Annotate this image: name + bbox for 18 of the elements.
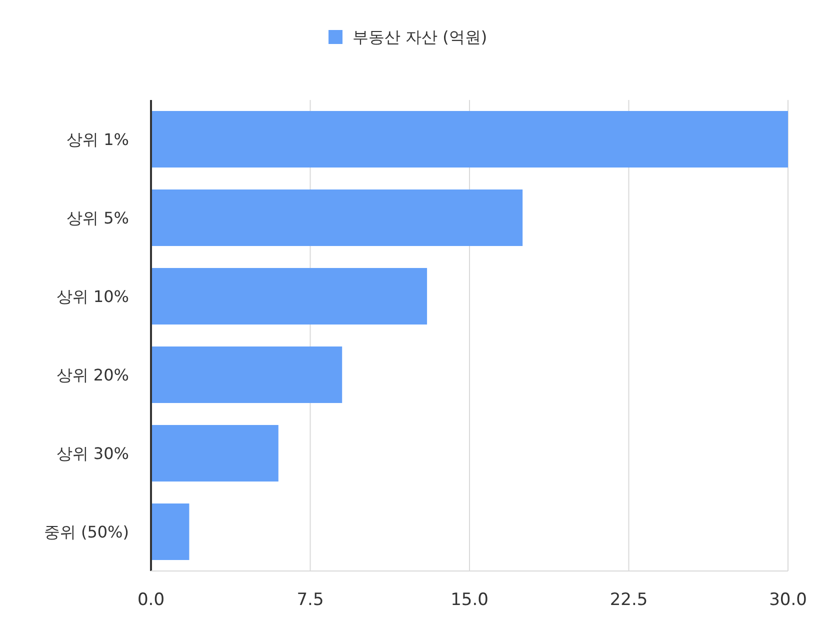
- x-tick-label: 7.5: [296, 590, 324, 610]
- y-tick-label: 상위 10%: [56, 286, 129, 306]
- y-tick-label: 상위 20%: [56, 365, 129, 384]
- x-tick-label: 0.0: [137, 590, 165, 610]
- y-tick-label: 상위 5%: [66, 208, 129, 228]
- bar: [151, 189, 523, 246]
- x-tick-label: 30.0: [769, 590, 807, 610]
- x-tick-label: 22.5: [610, 590, 648, 610]
- legend-label: 부동산 자산 (억원): [352, 28, 488, 47]
- y-tick-label: 상위 1%: [66, 130, 129, 149]
- bar: [151, 424, 278, 482]
- bar: [151, 268, 428, 325]
- bar: [151, 346, 342, 404]
- bar: [151, 110, 788, 168]
- y-tick-label: 중위 (50%): [44, 522, 129, 542]
- y-tick-label: 상위 30%: [56, 444, 129, 463]
- bar: [151, 503, 190, 560]
- x-tick-label: 15.0: [450, 590, 488, 610]
